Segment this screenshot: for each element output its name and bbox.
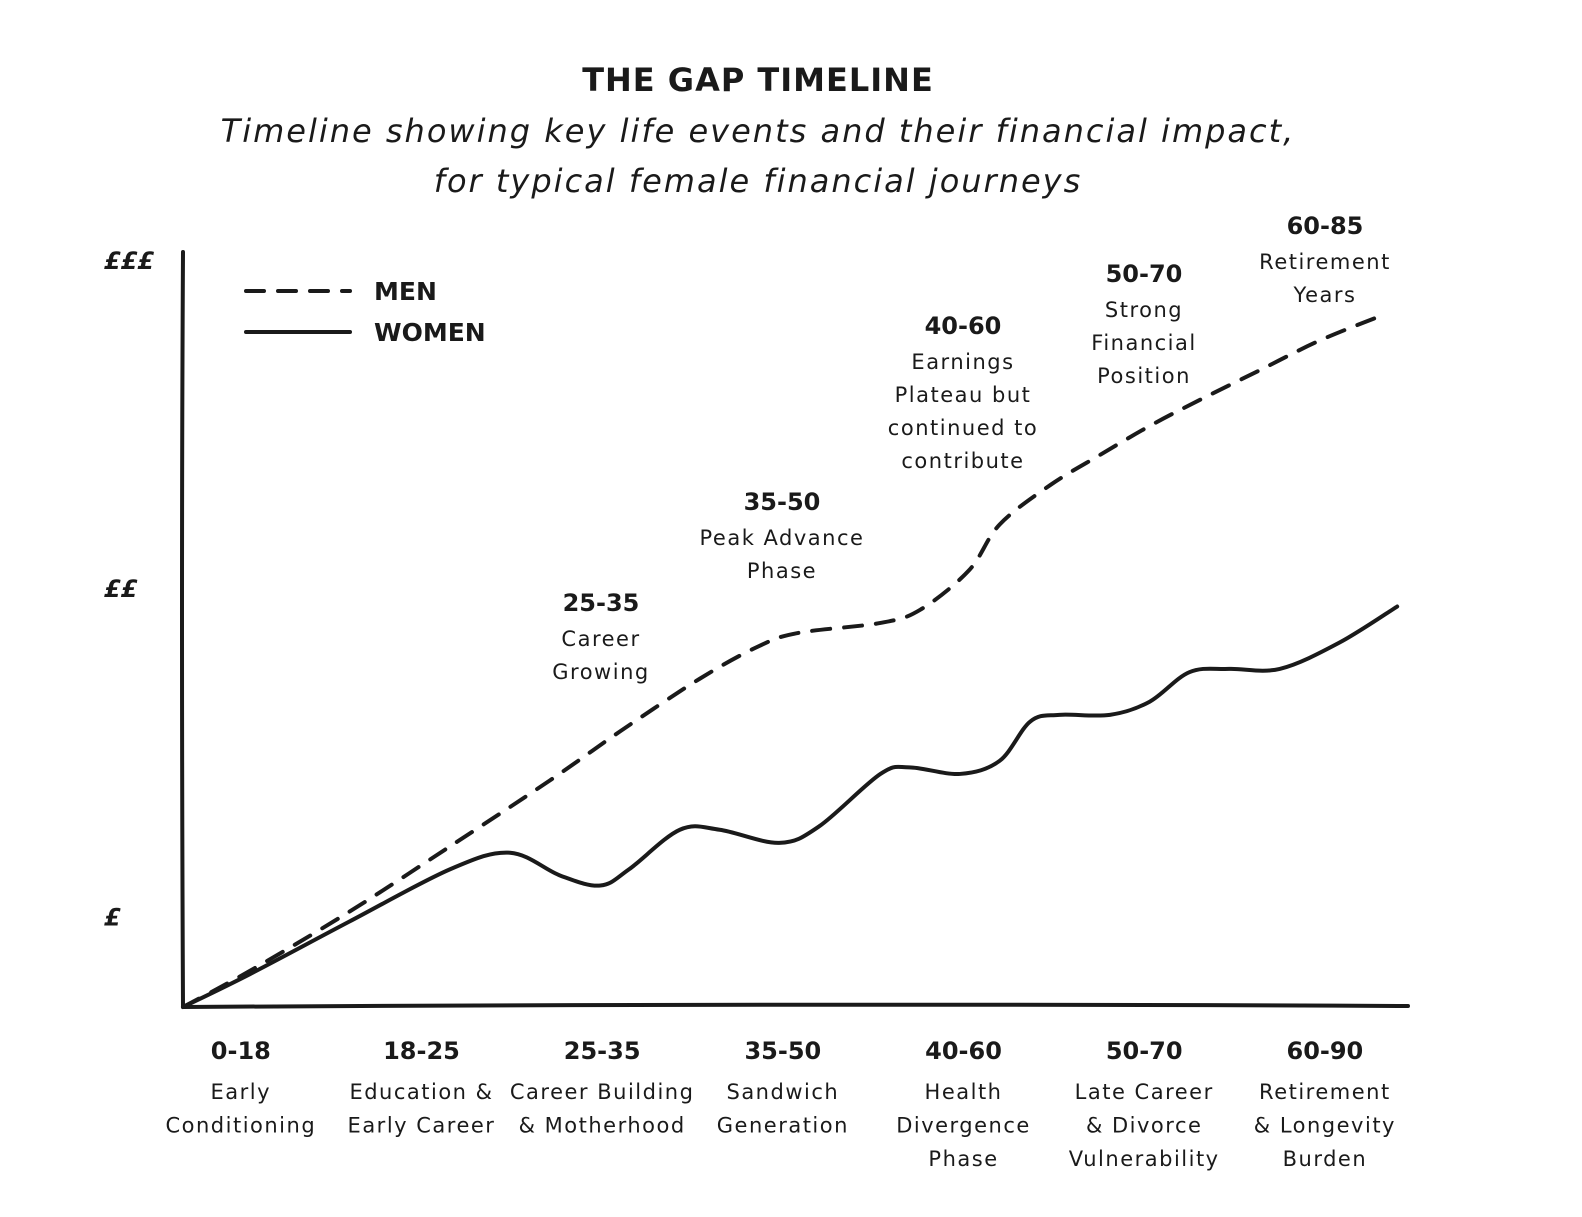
legend-label: MEN	[374, 277, 437, 306]
legend-label: WOMEN	[374, 318, 486, 347]
annotation-text: Years	[1293, 283, 1357, 307]
y-axis	[180, 250, 185, 1009]
annotation-text: Growing	[552, 660, 649, 684]
x-tick-description: Generation	[717, 1114, 849, 1138]
x-tick-description: Vulnerability	[1069, 1147, 1220, 1171]
chart-subtitle: Timeline showing key life events and the…	[221, 112, 1296, 150]
annotation-title: 50-70	[1106, 260, 1183, 288]
annotation-title: 60-85	[1287, 212, 1364, 240]
x-tick-description: Burden	[1283, 1147, 1368, 1171]
x-tick-description: Career Building	[510, 1080, 695, 1104]
y-tick-label: £	[104, 903, 121, 931]
annotation-text: Retirement	[1259, 250, 1391, 274]
x-axis	[181, 1002, 1410, 1009]
x-tick-label: 50-70	[1106, 1037, 1183, 1065]
x-tick-description: & Divorce	[1086, 1114, 1202, 1138]
x-tick-description: Education &	[349, 1080, 493, 1104]
annotation-title: 40-60	[925, 312, 1002, 340]
chart-title: THE GAP TIMELINE	[582, 61, 934, 99]
annotation-text: Plateau but	[895, 383, 1032, 407]
annotation-text: Career	[561, 627, 640, 651]
x-tick-description: Retirement	[1259, 1080, 1391, 1104]
annotation-text: Financial	[1091, 331, 1196, 355]
x-tick-description: Early	[211, 1080, 272, 1104]
x-tick-description: Early Career	[348, 1114, 496, 1138]
x-tick-label: 25-35	[564, 1037, 641, 1065]
annotation-text: Phase	[747, 559, 817, 583]
x-tick-description: & Longevity	[1254, 1114, 1396, 1138]
x-tick-description: Phase	[928, 1147, 998, 1171]
x-tick-description: Sandwich	[726, 1080, 839, 1104]
annotation-text: Position	[1097, 364, 1191, 388]
series-line	[181, 604, 1400, 1009]
x-tick-label: 0-18	[211, 1037, 271, 1065]
annotation-title: 25-35	[563, 589, 640, 617]
annotation-text: Strong	[1105, 298, 1183, 322]
y-tick-label: ££	[104, 575, 138, 603]
x-tick-label: 18-25	[383, 1037, 460, 1065]
x-tick-description: Conditioning	[165, 1114, 316, 1138]
x-tick-description: Late Career	[1075, 1080, 1214, 1104]
x-tick-description: & Motherhood	[519, 1114, 686, 1138]
x-tick-label: 60-90	[1287, 1037, 1364, 1065]
x-tick-label: 35-50	[744, 1037, 821, 1065]
annotation-text: Peak Advance	[700, 526, 865, 550]
y-tick-label: £££	[104, 247, 154, 275]
annotation-text: contribute	[901, 449, 1024, 473]
annotation-text: continued to	[888, 416, 1038, 440]
annotation-title: 35-50	[744, 488, 821, 516]
x-tick-description: Divergence	[896, 1114, 1031, 1138]
x-tick-label: 40-60	[925, 1037, 1002, 1065]
annotation-text: Earnings	[911, 350, 1014, 374]
series-line	[181, 312, 1387, 1009]
chart-subtitle: for typical female financial journeys	[434, 162, 1083, 200]
x-tick-description: Health	[925, 1080, 1003, 1104]
